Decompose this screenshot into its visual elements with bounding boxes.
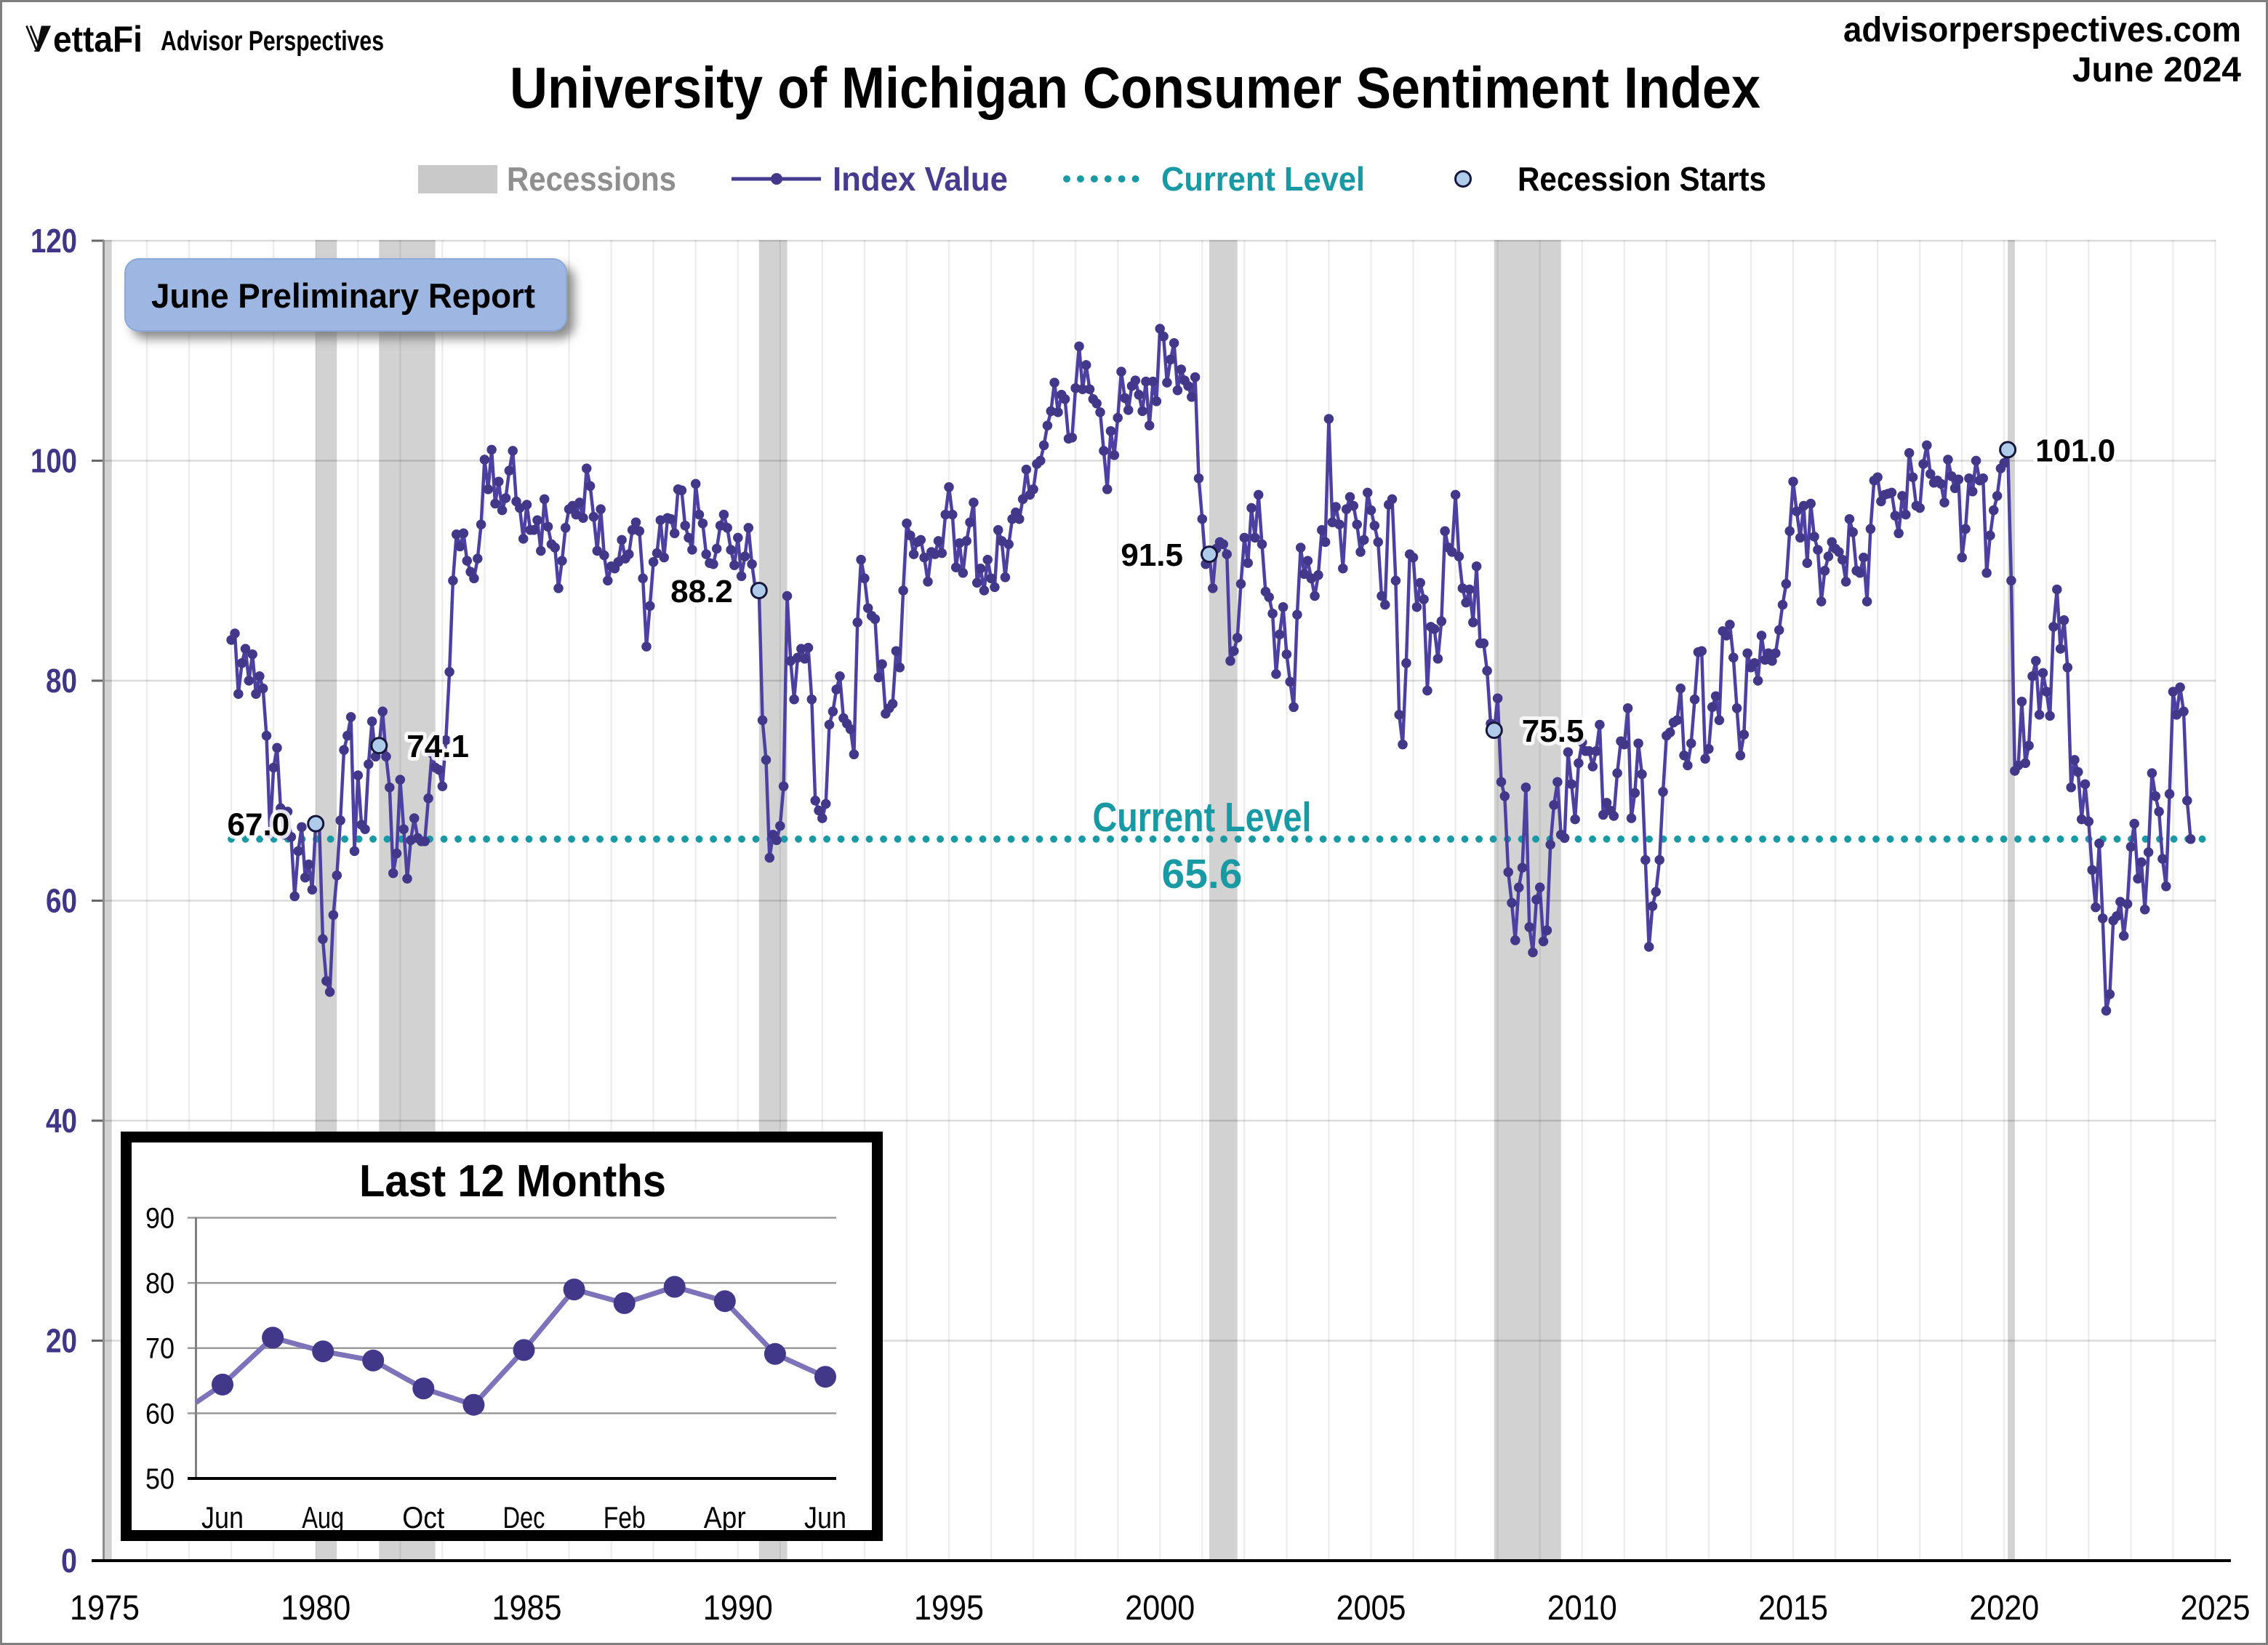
svg-text:1975: 1975 bbox=[70, 1589, 140, 1628]
svg-text:Advisor Perspectives: Advisor Perspectives bbox=[161, 26, 384, 57]
svg-text:88.2: 88.2 bbox=[670, 574, 733, 609]
svg-text:60: 60 bbox=[145, 1398, 175, 1430]
svg-text:101.0: 101.0 bbox=[2035, 433, 2115, 468]
svg-text:2005: 2005 bbox=[1337, 1589, 1406, 1628]
svg-text:40: 40 bbox=[46, 1102, 77, 1140]
svg-text:74.1: 74.1 bbox=[406, 729, 469, 764]
svg-text:Jun: Jun bbox=[804, 1500, 846, 1534]
svg-text:advisorperspectives.com: advisorperspectives.com bbox=[1843, 11, 2241, 49]
svg-text:University of Michigan Consume: University of Michigan Consumer Sentimen… bbox=[510, 55, 1760, 120]
svg-text:June 2024: June 2024 bbox=[2072, 51, 2241, 89]
svg-text:2000: 2000 bbox=[1125, 1589, 1195, 1628]
svg-text:100: 100 bbox=[31, 442, 77, 480]
svg-text:20: 20 bbox=[46, 1322, 77, 1360]
svg-text:1990: 1990 bbox=[703, 1589, 773, 1628]
svg-text:75.5: 75.5 bbox=[1522, 713, 1584, 749]
svg-text:Jun: Jun bbox=[201, 1500, 244, 1534]
svg-text:Apr: Apr bbox=[704, 1500, 746, 1534]
svg-text:90: 90 bbox=[145, 1203, 175, 1235]
svg-text:91.5: 91.5 bbox=[1121, 537, 1183, 573]
svg-text:70: 70 bbox=[145, 1333, 175, 1365]
svg-text:80: 80 bbox=[46, 662, 77, 700]
svg-text:2015: 2015 bbox=[1758, 1589, 1828, 1628]
svg-text:Dec: Dec bbox=[503, 1500, 545, 1534]
svg-text:Oct: Oct bbox=[402, 1500, 444, 1534]
svg-text:1995: 1995 bbox=[914, 1589, 984, 1628]
svg-text:0: 0 bbox=[61, 1542, 77, 1580]
svg-text:2020: 2020 bbox=[1969, 1589, 2039, 1628]
svg-text:Current Level: Current Level bbox=[1161, 160, 1365, 198]
svg-text:Index Value: Index Value bbox=[833, 160, 1008, 198]
svg-text:June Preliminary Report: June Preliminary Report bbox=[151, 276, 535, 315]
svg-text:1980: 1980 bbox=[281, 1589, 350, 1628]
svg-text:2025: 2025 bbox=[2181, 1589, 2251, 1628]
svg-text:Recession Starts: Recession Starts bbox=[1518, 160, 1766, 198]
svg-text:65.6: 65.6 bbox=[1162, 851, 1243, 897]
svg-text:Recessions: Recessions bbox=[507, 160, 676, 198]
svg-text:Last 12 Months: Last 12 Months bbox=[359, 1156, 666, 1206]
svg-text:2010: 2010 bbox=[1547, 1589, 1617, 1628]
svg-text:80: 80 bbox=[145, 1268, 175, 1300]
svg-text:Feb: Feb bbox=[604, 1500, 646, 1534]
svg-text:Current Level: Current Level bbox=[1093, 794, 1312, 841]
svg-text:120: 120 bbox=[31, 222, 77, 260]
svg-text:Aug: Aug bbox=[302, 1500, 344, 1534]
svg-text:67.0: 67.0 bbox=[228, 807, 290, 843]
svg-text:ettaFi: ettaFi bbox=[53, 19, 143, 60]
svg-text:1985: 1985 bbox=[492, 1589, 562, 1628]
svg-text:60: 60 bbox=[46, 882, 77, 920]
svg-text:50: 50 bbox=[145, 1463, 175, 1495]
